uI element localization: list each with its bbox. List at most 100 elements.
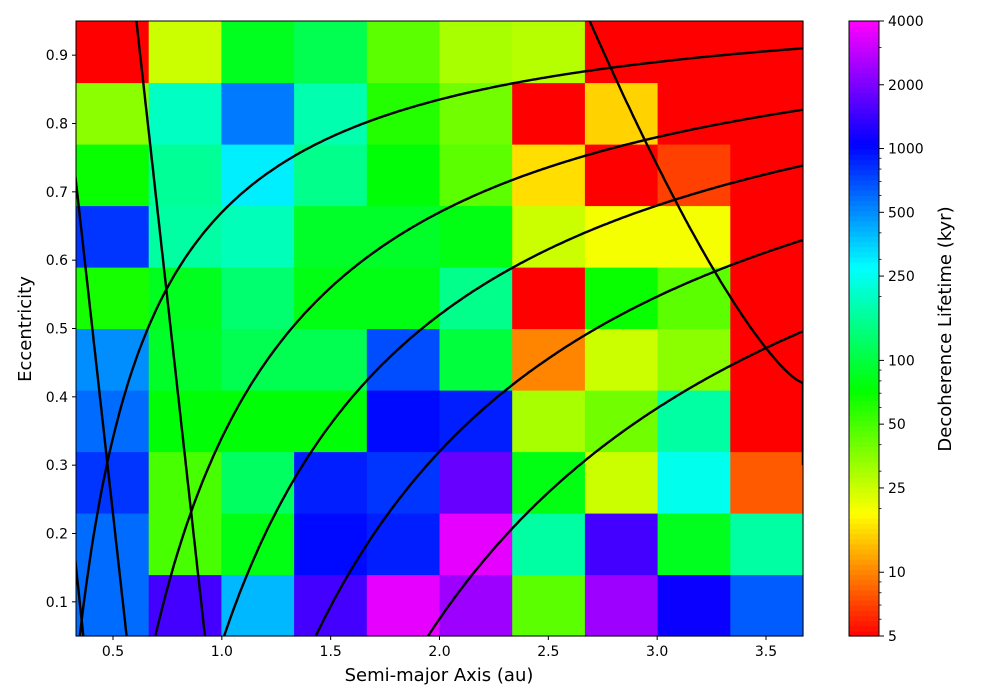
heatmap-cell bbox=[294, 328, 368, 391]
colorbar-segment bbox=[849, 41, 879, 48]
heatmap-cell bbox=[657, 390, 731, 453]
colorbar-tick-label: 1000 bbox=[888, 142, 924, 158]
colorbar-segment bbox=[849, 605, 879, 611]
heatmap-cell bbox=[294, 144, 368, 207]
colorbar-segment bbox=[849, 185, 879, 191]
colorbar-segment bbox=[849, 559, 879, 565]
colorbar-segment bbox=[849, 313, 879, 319]
heatmap-cell bbox=[221, 21, 295, 84]
x-tick-label: 1.5 bbox=[320, 644, 342, 660]
colorbar-segment bbox=[849, 174, 879, 181]
colorbar-segment bbox=[849, 308, 879, 314]
heatmap-cell bbox=[366, 205, 441, 268]
colorbar-segment bbox=[849, 87, 879, 94]
heatmap-cell bbox=[148, 513, 222, 576]
heatmap-cell bbox=[76, 574, 150, 637]
colorbar-segment bbox=[849, 164, 879, 171]
colorbar-segment bbox=[849, 400, 879, 406]
colorbar-segment bbox=[849, 118, 879, 125]
colorbar-segment bbox=[849, 272, 879, 278]
heatmap-cell bbox=[76, 328, 150, 391]
colorbar-segment bbox=[849, 548, 879, 555]
heatmap-cell bbox=[294, 21, 368, 84]
y-tick-label: 0.2 bbox=[46, 527, 68, 543]
heatmap-cell bbox=[439, 390, 513, 453]
heatmap-cell bbox=[512, 267, 586, 330]
heatmap-cell bbox=[221, 574, 295, 637]
colorbar-segment bbox=[849, 441, 879, 447]
colorbar-segment bbox=[849, 384, 879, 391]
heatmap-cells bbox=[76, 21, 804, 637]
colorbar-segment bbox=[849, 625, 879, 632]
colorbar-segment bbox=[849, 190, 879, 196]
colorbar-segment bbox=[849, 103, 879, 109]
y-tick-label: 0.3 bbox=[46, 458, 68, 474]
colorbar-segment bbox=[849, 610, 879, 617]
heatmap-cell bbox=[221, 82, 295, 145]
heatmap-cell bbox=[76, 144, 150, 207]
colorbar-tick-label: 25 bbox=[888, 481, 906, 497]
colorbar-segment bbox=[849, 415, 879, 422]
colorbar-segment bbox=[849, 507, 879, 514]
colorbar-segment bbox=[849, 333, 879, 340]
x-tick-label: 1.0 bbox=[211, 644, 233, 660]
contour-line bbox=[135, 21, 207, 636]
colorbar-segment bbox=[849, 420, 879, 427]
y-tick-label: 0.5 bbox=[46, 322, 68, 338]
colorbar-segment bbox=[849, 492, 879, 499]
y-tick-label: 0.9 bbox=[46, 48, 68, 64]
heatmap-cell bbox=[439, 21, 513, 84]
colorbar-label: Decoherence Lifetime (kyr) bbox=[935, 206, 956, 451]
heatmap-cell bbox=[366, 144, 441, 207]
colorbar-segment bbox=[849, 108, 879, 114]
colorbar-segment bbox=[849, 523, 879, 529]
heatmap-cell bbox=[439, 513, 513, 576]
colorbar-segment bbox=[849, 113, 879, 119]
colorbar-segment bbox=[849, 615, 879, 622]
heatmap-cell bbox=[657, 21, 731, 84]
heatmap-cell bbox=[439, 328, 513, 391]
heatmap-cell bbox=[730, 390, 804, 453]
colorbar-tick-label: 250 bbox=[888, 269, 915, 285]
heatmap-cell bbox=[76, 513, 150, 576]
colorbar-segment bbox=[849, 195, 879, 201]
colorbar-segment bbox=[849, 323, 879, 330]
colorbar-segment bbox=[849, 67, 879, 73]
colorbar-segment bbox=[849, 318, 879, 324]
colorbar-segment bbox=[849, 405, 879, 412]
heatmap-cell bbox=[730, 451, 804, 514]
colorbar-segment bbox=[849, 169, 879, 176]
heatmap-cell bbox=[439, 574, 513, 637]
heatmap-cell bbox=[730, 513, 804, 576]
colorbar-axis: 5 10 25 50 100 250 500 1000 2000 4000 bbox=[879, 14, 924, 645]
colorbar-segment bbox=[849, 205, 879, 212]
colorbar-segment bbox=[849, 149, 879, 155]
colorbar-segment bbox=[849, 133, 879, 140]
heatmap-cell bbox=[584, 144, 659, 207]
colorbar-tick-label: 5 bbox=[888, 629, 897, 645]
heatmap-cell bbox=[221, 144, 295, 207]
heatmap-cell bbox=[221, 513, 295, 576]
colorbar-segment bbox=[849, 261, 879, 268]
colorbar-segment bbox=[849, 518, 879, 524]
colorbar-segment bbox=[849, 543, 879, 550]
colorbar-segment bbox=[849, 82, 879, 89]
colorbar-segment bbox=[849, 123, 879, 130]
colorbar-segment bbox=[849, 630, 879, 637]
colorbar-segment bbox=[849, 354, 879, 360]
colorbar-segment bbox=[849, 477, 879, 483]
colorbar-segment bbox=[849, 231, 879, 237]
heatmap-cell bbox=[366, 513, 441, 576]
colorbar-segment bbox=[849, 600, 879, 606]
heatmap-cell bbox=[221, 451, 295, 514]
heatmap-cell bbox=[512, 451, 586, 514]
heatmap-cell bbox=[730, 267, 804, 330]
colorbar-segment bbox=[849, 451, 879, 458]
colorbar-segment bbox=[849, 538, 879, 545]
x-tick-label: 3.0 bbox=[646, 644, 668, 660]
colorbar-segment bbox=[849, 72, 879, 78]
colorbar-segment bbox=[849, 292, 879, 299]
colorbar-segment bbox=[849, 302, 879, 309]
x-tick-label: 3.5 bbox=[755, 644, 777, 660]
colorbar-segment bbox=[849, 251, 879, 258]
